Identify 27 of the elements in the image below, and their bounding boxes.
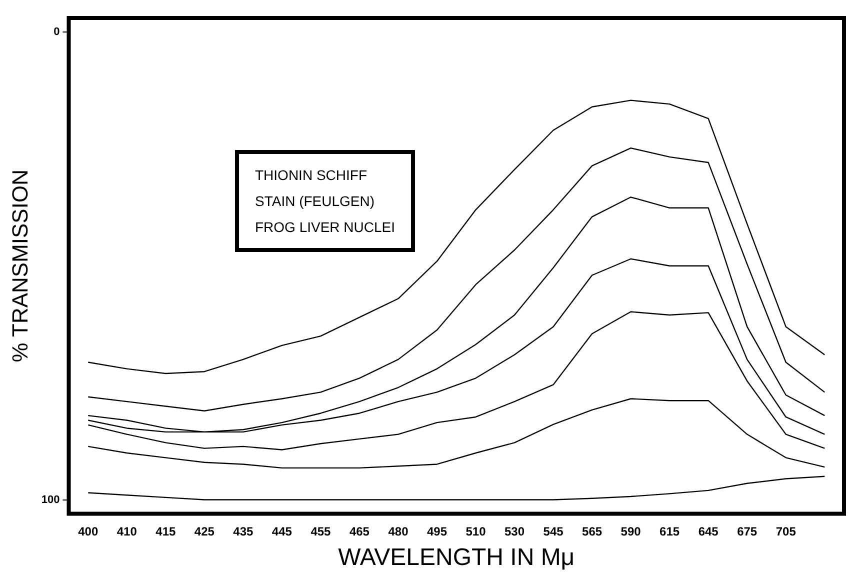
x-tick-label: 455 [310,524,332,538]
x-axis-title: WAVELENGTH IN Mμ [338,544,575,572]
x-tick-label: 425 [194,524,215,538]
x-tick-label: 465 [349,524,370,538]
x-tick-label: 615 [660,524,680,538]
x-tick-label: 480 [388,524,409,538]
x-tick-label: 415 [156,524,176,538]
label-box: THIONIN SCHIFF STAIN (FEULGEN) FROG LIVER NUCLEI [235,150,416,252]
x-tick-label: 400 [78,524,98,538]
annotation: THIONIN SCHIFF [255,166,368,185]
x-tick-label: 705 [776,524,796,538]
x-tick-label: 590 [620,524,642,538]
x-tick-label: 645 [698,524,719,538]
x-tick-label: 545 [543,524,564,538]
annotation: STAIN (FEULGEN) [255,192,376,211]
x-tick-label: 435 [233,524,254,538]
y-tick-label: 0 [54,26,60,38]
x-tick-label: 565 [582,524,602,538]
y-tick-label: 100 [41,494,60,506]
x-tick-label: 495 [426,524,448,538]
y-axis-title: % TRANSMISSION [7,170,32,362]
annotation: FROG LIVER NUCLEI [255,218,396,237]
x-tick-label: 445 [272,524,292,538]
x-tick-label: 530 [504,524,525,538]
x-tick-label: 410 [116,524,138,538]
x-tick-label: 510 [466,524,486,538]
x-tick-label: 675 [737,524,758,538]
